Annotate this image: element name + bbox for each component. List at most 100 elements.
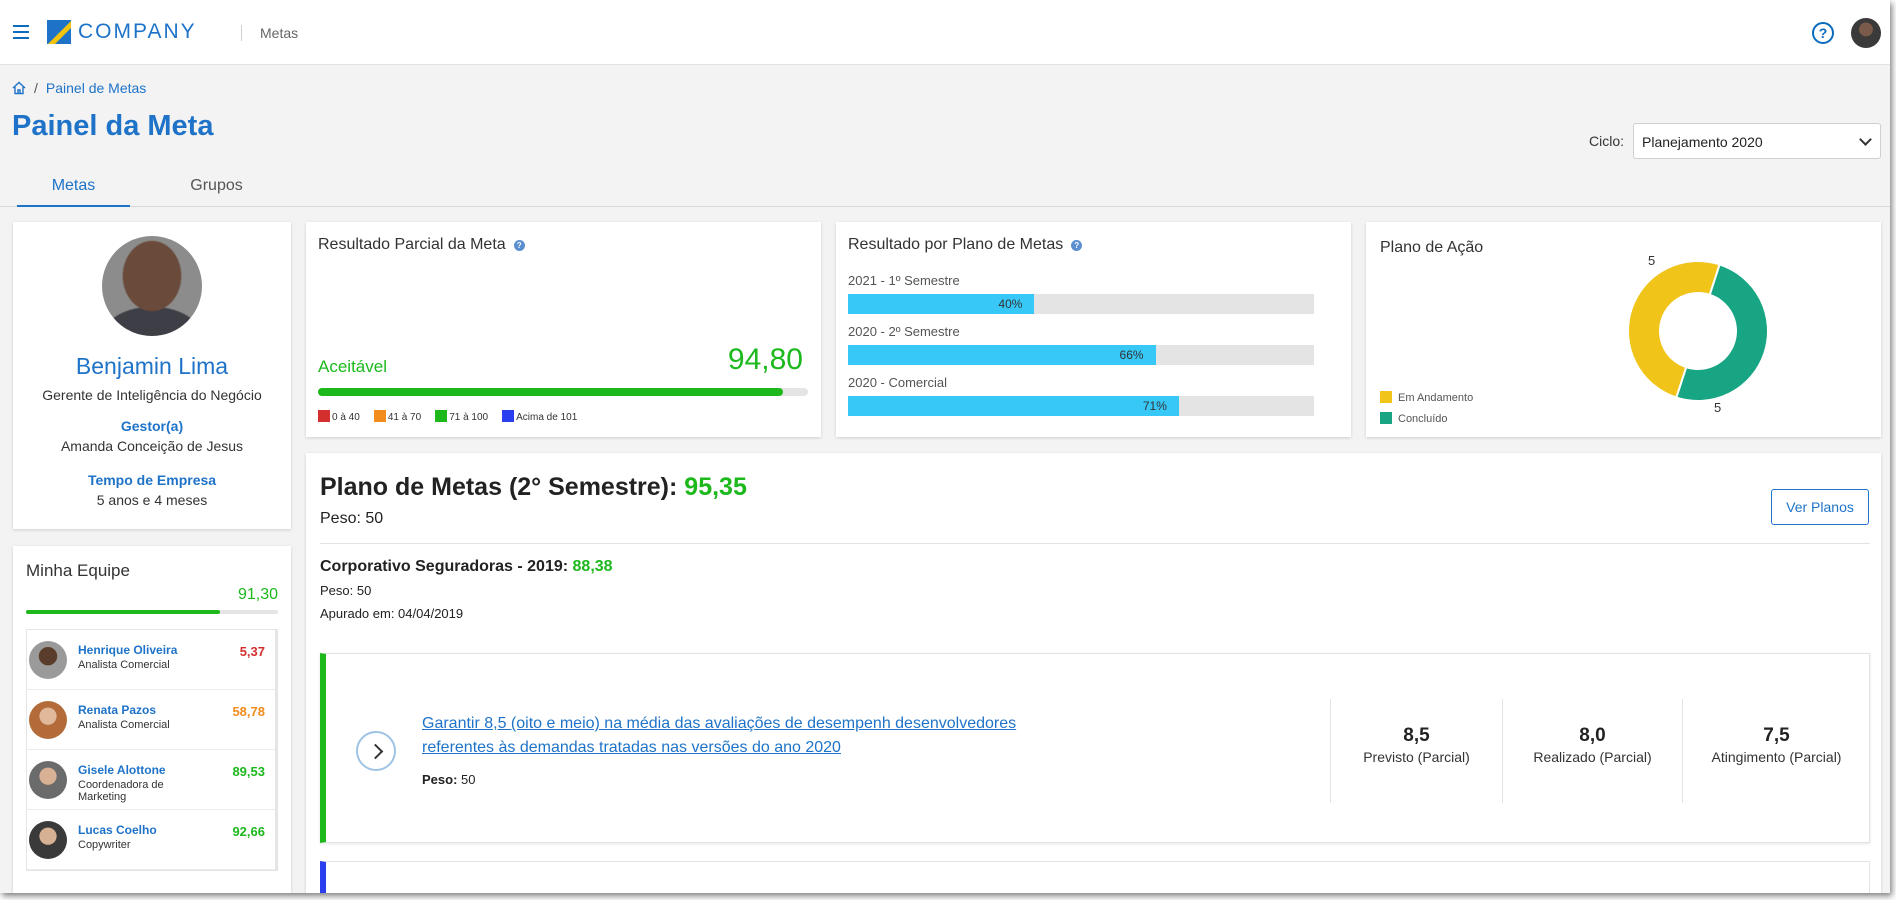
goal-peso-value: 50 [461,772,476,787]
help-icon[interactable]: ? [1812,22,1834,44]
corp-title: Corporativo Seguradoras - 2019: 88,38 [320,558,613,576]
brand-name: COMPANY [78,20,197,43]
legend-item: 71 à 100 [435,410,488,423]
plan-pct: 66% [1119,348,1144,362]
breadcrumb: / Painel de Metas [12,80,146,96]
user-avatar[interactable] [1851,18,1881,48]
info-icon[interactable]: ? [1071,240,1083,251]
legend-item: Em Andamento [1380,391,1473,404]
home-icon[interactable] [12,81,26,95]
menu-icon[interactable] [13,25,29,39]
profile-photo [102,236,202,336]
plan-bar-fill [848,294,1035,314]
goal-peso-label: Peso: [422,772,458,787]
resultado-parcial-card: Resultado Parcial da Meta? Aceitável 94,… [306,222,821,437]
legend-swatch [435,410,448,422]
header-divider [241,25,242,41]
expand-chevron-icon[interactable] [356,731,396,771]
member-role: Analista Comercial [78,719,170,731]
legend-label: 71 à 100 [449,412,489,423]
member-name: Henrique Oliveira [78,643,178,657]
team-member[interactable]: Renata Pazos Analista Comercial 58,78 [27,690,275,750]
plan-bar: 40% [848,294,1314,314]
legend-swatch [1380,391,1392,403]
plano-metas-score: 95,35 [684,473,747,501]
plan-bar-fill [848,345,1156,365]
plan-pct: 71% [1142,399,1167,413]
corp-title-text: Corporativo Seguradoras - 2019: [320,558,569,575]
plan-bar-fill [848,396,1179,416]
team-list-scrollbar[interactable] [275,630,278,672]
member-avatar [29,761,67,799]
resultado-status: Aceitável [318,357,387,376]
member-role: Coordenadora de Marketing [78,779,164,803]
team-progress-fill [26,610,221,614]
top-bar: COMPANY Metas ? [0,0,1890,65]
resultado-progress-fill [318,388,783,396]
member-avatar [29,701,67,739]
legend-label: 0 à 40 [332,412,360,423]
resultado-parcial-title-text: Resultado Parcial da Meta [318,236,506,253]
plano-metas-peso: Peso: 50 [320,510,384,527]
plano-acao-title: Plano de Ação [1380,239,1484,256]
legend-item: 0 à 40 [318,410,360,423]
profile-role: Gerente de Inteligência do Negócio [42,387,262,403]
team-member[interactable]: Gisele Alottone Coordenadora de Marketin… [27,750,275,810]
donut-segment-concluido[interactable] [1675,263,1769,402]
team-member[interactable]: Henrique Oliveira Analista Comercial 5,3… [27,630,275,690]
team-card: Minha Equipe 91,30 Henrique Oliveira Ana… [13,546,291,893]
member-name: Gisele Alottone [78,763,166,777]
legend-label: Acima de 101 [516,412,578,423]
resultado-progress-bar [318,388,808,396]
tab-metas[interactable]: Metas [17,177,130,207]
info-icon[interactable]: ? [513,240,525,251]
team-score: 91,30 [237,586,278,603]
legend-swatch [502,410,515,422]
tab-bar: Metas Grupos [0,170,1890,207]
manager-value: Amanda Conceição de Jesus [60,438,244,454]
legend-item: 41 à 70 [373,410,421,423]
member-avatar [29,821,67,859]
goal-atingimento: 7,5 Atingimento (Parcial) [1682,699,1870,803]
legend-item: Acima de 101 [502,410,577,423]
corp-peso: Peso: 50 [320,583,372,598]
atingimento-label: Atingimento (Parcial) [1711,749,1842,765]
goal-link[interactable]: Garantir 8,5 (oito e meio) na média das … [422,715,1017,756]
tenure-label: Tempo de Empresa [87,472,217,488]
plan-pct: 40% [998,297,1023,311]
member-score: 92,66 [232,824,265,839]
corp-score: 88,38 [572,558,613,575]
page-title: Painel da Meta [12,110,214,142]
team-member[interactable]: Lucas Coelho Copywriter 92,66 [27,810,275,870]
ver-planos-button[interactable]: Ver Planos [1771,489,1869,525]
plan-bar: 71% [848,396,1314,416]
plano-metas-title-text: Plano de Metas (2° Semestre): [320,473,678,501]
member-score: 58,78 [232,704,265,719]
divider [320,543,1870,544]
tab-grupos[interactable]: Grupos [190,177,243,194]
resultado-value: 94,80 [727,343,803,376]
previsto-label: Previsto (Parcial) [1363,749,1470,765]
donut-label: 5 [1648,253,1656,268]
legend-label: Concluído [1398,413,1448,425]
plan-label: 2020 - 2º Semestre [848,324,960,339]
resultado-plano-title-text: Resultado por Plano de Metas [848,236,1064,253]
plan-bar: 66% [848,345,1314,365]
atingimento-value: 7,5 [1763,725,1790,746]
member-score: 89,53 [232,764,265,779]
team-progress-bar [26,610,278,614]
member-role: Copywriter [78,839,131,851]
resultado-parcial-title: Resultado Parcial da Meta? [318,236,525,254]
plano-acao-donut [1627,260,1769,402]
profile-name: Benjamin Lima [75,353,229,379]
ciclo-select[interactable]: Planejamento 2020 [1633,123,1881,159]
goal-card [320,861,1870,893]
plano-metas-card: Plano de Metas (2° Semestre): 95,35 Peso… [306,453,1881,893]
breadcrumb-current[interactable]: Painel de Metas [45,80,147,96]
chevron-down-icon [1859,133,1872,146]
realizado-label: Realizado (Parcial) [1533,749,1652,765]
member-name: Lucas Coelho [78,823,157,837]
previsto-value: 8,5 [1403,725,1430,746]
donut-segment-em-andamento[interactable] [1627,260,1721,399]
